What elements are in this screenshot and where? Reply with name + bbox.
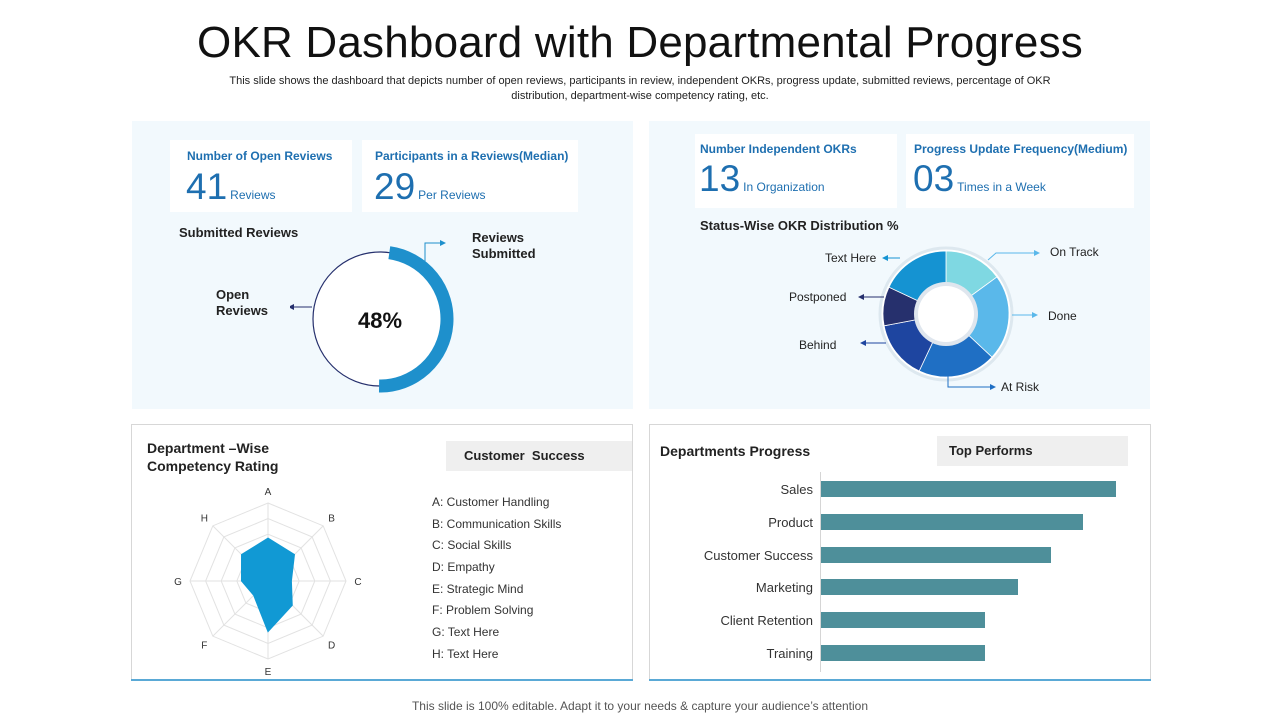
radar-axis-label-h: H (201, 513, 208, 524)
independent-okrs-value: 13 (699, 158, 741, 199)
open-reviews-value: 41 (186, 166, 228, 207)
legend-item: A: Customer Handling (432, 495, 550, 509)
progress-axis-line (820, 472, 821, 672)
radar-series-area (240, 537, 296, 633)
participants-card: Participants in a Reviews(Median) 29 Per … (362, 140, 578, 212)
submitted-reviews-donut (290, 240, 454, 393)
progress-panel-underline (649, 679, 1151, 681)
radar-axis-label-a: A (265, 487, 272, 498)
okr-label-at-risk: At Risk (1001, 380, 1040, 394)
radar-axis-label-d: D (328, 641, 335, 652)
okr-pointer-lines (858, 250, 1040, 390)
bar-training (821, 645, 985, 661)
okr-label-behind: Behind (799, 338, 837, 352)
competency-panel-underline (131, 679, 633, 681)
bar-category-label: Customer Success (703, 547, 813, 563)
footer-note: This slide is 100% editable. Adapt it to… (411, 699, 869, 713)
reviews-submitted-arc (378, 246, 454, 393)
bar-category-label: Training (766, 646, 813, 661)
competency-title: Department –Wise Competency Rating (147, 440, 279, 474)
bar-category-label: Marketing (755, 580, 813, 596)
okr-label-text-here: Text Here (825, 251, 877, 265)
independent-okrs-unit: In Organization (743, 180, 825, 194)
legend-item: B: Communication Skills (432, 516, 562, 531)
legend-item: D: Empathy (432, 560, 495, 575)
okr-label-on-track: On Track (1050, 245, 1099, 259)
label-reviews-submitted: Reviews Submitted (472, 230, 536, 261)
label-open-reviews: Open Reviews (216, 287, 269, 318)
independent-okrs-card: Number Independent OKRs 13 In Organizatio… (695, 134, 897, 208)
open-reviews-label: Number of Open Reviews (187, 149, 333, 163)
bar-sales (821, 481, 1117, 497)
legend-item: F: Problem Solving (432, 603, 534, 618)
open-pointer-arrow (290, 304, 294, 310)
pointer-done-arrow (1032, 312, 1038, 318)
competency-radar-chart: A B C D E F G H (174, 487, 362, 675)
update-frequency-unit: Times in a Week (957, 180, 1046, 194)
pointer-text-here-arrow (882, 255, 888, 261)
update-frequency-card: Progress Update Frequency(Medium) 03 Time… (906, 134, 1134, 208)
pointer-postponed-arrow (858, 294, 864, 300)
okr-distribution-title: Status-Wise OKR Distribution % (700, 218, 899, 233)
participants-label: Participants in a Reviews(Median) (375, 149, 569, 163)
radar-axis-label-g: G (174, 577, 182, 588)
bar-category-label: Sales (780, 482, 813, 497)
bar-marketing (821, 579, 1018, 596)
bar-category-label: Client Retention (720, 613, 814, 629)
update-frequency-label: Progress Update Frequency(Medium) (914, 142, 1128, 156)
pointer-behind-arrow (860, 340, 866, 346)
open-reviews-unit: Reviews (230, 188, 276, 202)
submitted-pointer-arrow (440, 240, 446, 246)
radar-axis-label-e: E (265, 667, 272, 675)
legend-item: C: Social Skills (432, 538, 512, 553)
page-title: OKR Dashboard with Departmental Progress (197, 18, 1083, 67)
competency-legend: A: Customer Handling B: Communication Sk… (432, 492, 561, 666)
participants-value: 29 (374, 166, 416, 207)
donut-center-label: 48% (357, 308, 403, 333)
bar-client-retention (821, 612, 985, 629)
legend-item: E: Strategic Mind (432, 581, 524, 596)
progress-tab-top-performs[interactable]: Top Performs (937, 436, 1128, 466)
pointer-on-track (987, 252, 1034, 261)
okr-label-done: Done (1048, 309, 1077, 323)
okr-distribution-donut (878, 246, 1014, 382)
page-subtitle: This slide shows the dashboard that depi… (229, 75, 1051, 102)
okr-label-postponed: Postponed (789, 290, 847, 304)
radar-axis-label-c: C (354, 577, 361, 588)
legend-item: H: Text Here (432, 646, 499, 661)
pointer-at-risk-arrow (990, 384, 996, 390)
bar-product (821, 513, 1084, 530)
pointer-on-track-arrow (1034, 250, 1040, 256)
participants-unit: Per Reviews (418, 188, 486, 202)
radar-axis-label-b: B (328, 513, 335, 524)
open-reviews-card: Number of Open Reviews 41 Reviews (170, 140, 352, 212)
competency-tab-customer-success[interactable]: Customer Success (446, 441, 632, 471)
legend-item: G: Text Here (432, 625, 500, 640)
independent-okrs-label: Number Independent OKRs (700, 142, 857, 156)
bar-category-label: Product (768, 514, 813, 530)
radar-axis-label-f: F (201, 641, 207, 652)
submitted-reviews-title: Submitted Reviews (179, 225, 299, 240)
progress-title: Departments Progress (660, 443, 811, 459)
bar-customer-success (821, 546, 1051, 563)
submitted-pointer-line (424, 242, 440, 266)
update-frequency-value: 03 (913, 158, 955, 199)
okr-donut-hole (918, 286, 974, 342)
pointer-at-risk (947, 376, 990, 388)
